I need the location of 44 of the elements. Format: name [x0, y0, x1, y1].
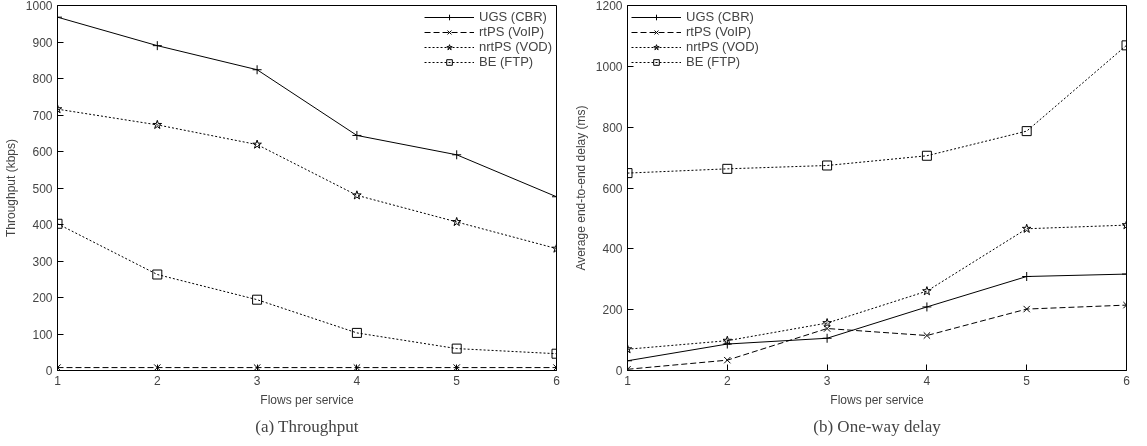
legend-label: UGS (CBR) [479, 9, 547, 24]
y-tick-label: 0 [615, 364, 623, 378]
y-tick-label: 1000 [595, 59, 623, 74]
x-tick-label: 4 [353, 373, 361, 388]
text: (b) One-way delay [813, 416, 942, 436]
x-tick-label: 3 [253, 373, 261, 388]
y-tick-label: 700 [32, 108, 53, 123]
legend-label: rtPS (VoIP) [479, 24, 545, 39]
y-tick-label: 400 [602, 242, 623, 257]
x-tick-label: 5 [1023, 373, 1031, 388]
y-axis-title: Average end-to-end delay (ms) [573, 105, 588, 271]
x-tick-label: 6 [553, 373, 561, 388]
legend-label: nrtPS (VOD) [479, 39, 552, 54]
x-axis-title: Flows per service [260, 392, 354, 407]
x-tick-label: 6 [1123, 373, 1131, 388]
text: (a) Throughput [255, 416, 359, 436]
y-tick-label: 100 [32, 327, 53, 342]
y-tick-label: 500 [32, 181, 53, 196]
y-tick-label: 1200 [595, 0, 623, 13]
legend-label: UGS (CBR) [686, 9, 754, 24]
y-tick-label: 300 [32, 254, 53, 269]
y-tick-label: 200 [602, 303, 623, 318]
legend-label: nrtPS (VOD) [686, 39, 759, 54]
y-tick-label: 600 [602, 181, 623, 196]
x-tick-label: 2 [153, 373, 161, 388]
y-tick-label: 600 [32, 145, 53, 159]
x-tick-label: 1 [54, 373, 62, 388]
x-tick-label: 3 [823, 373, 831, 388]
x-tick-label: 4 [923, 373, 931, 388]
y-tick-label: 800 [32, 72, 53, 86]
x-tick-label: 1 [624, 373, 632, 388]
y-tick-label: 0 [45, 364, 53, 378]
y-tick-label: 900 [32, 35, 53, 50]
y-tick-label: 1000 [25, 0, 53, 13]
legend-label: BE (FTP) [479, 54, 534, 69]
x-axis-title: Flows per service [830, 392, 924, 407]
legend-label: rtPS (VoIP) [686, 24, 752, 39]
y-tick-label: 200 [32, 291, 53, 305]
y-tick-label: 800 [602, 120, 623, 135]
y-axis-title: Throughput (kbps) [3, 138, 18, 238]
x-tick-label: 5 [453, 373, 461, 388]
legend-label: BE (FTP) [686, 54, 741, 69]
y-tick-label: 400 [32, 218, 53, 232]
x-tick-label: 2 [723, 373, 731, 388]
